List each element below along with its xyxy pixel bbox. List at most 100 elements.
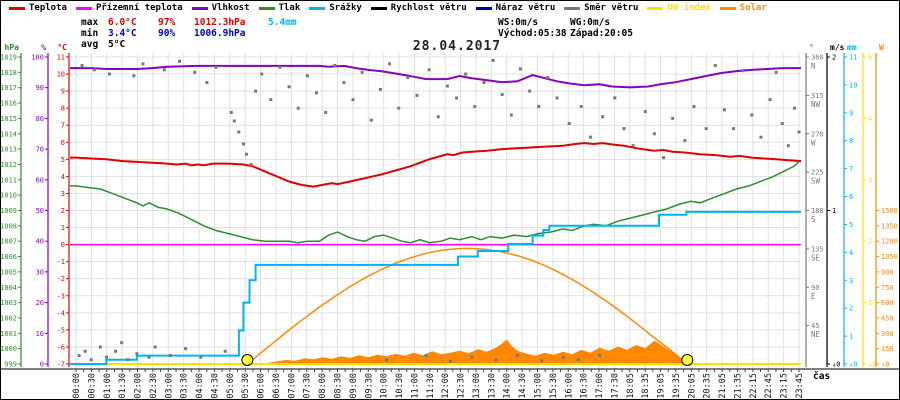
svg-text:450: 450 (881, 314, 894, 322)
svg-text:03:30: 03:30 (180, 373, 190, 399)
svg-text:08:00: 08:00 (318, 373, 328, 399)
svg-text:90: 90 (811, 284, 819, 292)
svg-text:4: 4 (849, 249, 853, 257)
svg-text:W: W (811, 138, 816, 147)
svg-text:11: 11 (849, 54, 857, 62)
svg-text:1001: 1001 (1, 330, 17, 338)
svg-text:150: 150 (881, 345, 894, 353)
wind-gust-value: WG:0m/s (570, 17, 611, 28)
svg-text:1000: 1000 (1, 345, 17, 353)
legend-item: Náraz větru (475, 3, 555, 13)
svg-text:02:30: 02:30 (149, 373, 159, 399)
svg-text:05:00: 05:00 (226, 373, 236, 399)
svg-text:08:30: 08:30 (334, 373, 344, 399)
svg-text:1350: 1350 (881, 222, 898, 230)
svg-text:50: 50 (36, 207, 44, 215)
max-temperature: 6.0°C (108, 17, 137, 28)
svg-text:8: 8 (61, 105, 65, 113)
svg-text:°: ° (809, 43, 814, 52)
avg-label: avg (81, 39, 99, 50)
page-title: 28.04.2017 (412, 39, 502, 54)
svg-text:NE: NE (811, 330, 821, 339)
svg-text:10:30: 10:30 (395, 373, 405, 399)
x-axis-title: čas (813, 371, 830, 382)
legend-swatch-icon (75, 6, 92, 10)
svg-text:1017: 1017 (1, 84, 17, 92)
svg-text:1006: 1006 (1, 253, 17, 261)
max-humidity: 97% (158, 17, 176, 28)
svg-text:06:30: 06:30 (272, 373, 282, 399)
legend-swatch-icon (647, 6, 664, 10)
svg-text:40: 40 (36, 238, 44, 246)
legend-label: Srážky (329, 3, 362, 13)
svg-text:5: 5 (849, 221, 853, 229)
series-tlak (70, 160, 801, 244)
svg-text:1: 1 (868, 299, 872, 307)
svg-text:20: 20 (36, 299, 44, 307)
legend-swatch-icon (564, 6, 581, 10)
legend-label: Vlhkost (211, 3, 250, 13)
stats-avg-row: avg 5°C (81, 39, 297, 50)
svg-text:↓0: ↓0 (868, 361, 876, 369)
legend-item: Tlak (258, 3, 300, 13)
sunset-marker-icon (681, 354, 694, 366)
series-smer (77, 58, 801, 363)
svg-text:1013: 1013 (1, 146, 17, 154)
svg-text:21:05: 21:05 (718, 373, 728, 399)
svg-text:45: 45 (811, 322, 819, 330)
svg-text:14:30: 14:30 (518, 373, 528, 399)
svg-text:1012: 1012 (1, 161, 17, 169)
legend-swatch-icon (719, 6, 736, 10)
svg-text:1008: 1008 (1, 222, 17, 230)
svg-text:10:00: 10:00 (380, 373, 390, 399)
axis-w: W 1500 1350 1200 1050 900 750 600 450 300 150 ↓0 (875, 43, 898, 369)
svg-text:750: 750 (881, 284, 894, 292)
svg-text:7: 7 (61, 122, 65, 130)
min-label: min (81, 28, 99, 39)
svg-text:10: 10 (36, 330, 44, 338)
svg-text:04:30: 04:30 (210, 373, 220, 399)
svg-text:900: 900 (881, 268, 894, 276)
svg-text:3: 3 (849, 277, 853, 285)
svg-text:-6: -6 (57, 343, 65, 351)
legend-label: Přízemní teplota (95, 3, 183, 13)
svg-text:hPa: hPa (5, 43, 20, 52)
svg-text:21:35: 21:35 (733, 373, 743, 399)
svg-text:°C: °C (57, 43, 67, 52)
sunrise-marker-icon (241, 354, 254, 366)
svg-text:1010: 1010 (1, 192, 17, 200)
svg-text:01:30: 01:30 (118, 373, 128, 399)
svg-text:135: 135 (811, 245, 824, 253)
svg-text:17:00: 17:00 (595, 373, 605, 399)
svg-text:04:00: 04:00 (195, 373, 205, 399)
svg-text:-7: -7 (57, 361, 65, 369)
svg-text:10: 10 (849, 81, 857, 89)
svg-text:6: 6 (849, 193, 853, 201)
svg-text:23:15: 23:15 (780, 373, 790, 399)
svg-text:20:35: 20:35 (703, 373, 713, 399)
svg-text:00:30: 00:30 (87, 373, 97, 399)
svg-text:60: 60 (36, 176, 44, 184)
svg-text:180: 180 (811, 207, 824, 215)
svg-text:05:30: 05:30 (241, 373, 251, 399)
svg-text:315: 315 (811, 92, 824, 100)
svg-text:3: 3 (61, 190, 65, 198)
svg-text:11:00: 11:00 (410, 373, 420, 399)
svg-text:14:00: 14:00 (503, 373, 513, 399)
svg-text:1015: 1015 (1, 115, 17, 123)
svg-text:0: 0 (40, 361, 44, 369)
svg-text:18:05: 18:05 (626, 373, 636, 399)
legend-item: Srážky (309, 3, 362, 13)
legend-swatch-icon (309, 6, 326, 10)
legend-swatch-icon (191, 6, 208, 10)
svg-text:30: 30 (36, 268, 44, 276)
svg-text:270: 270 (811, 130, 824, 138)
stats-max-row: max 6.0°C 97% 1012.3hPa 5.4mm (81, 17, 297, 28)
svg-text:NW: NW (811, 100, 821, 109)
svg-text:W: W (879, 43, 884, 52)
svg-text:1003: 1003 (1, 299, 17, 307)
svg-text:S: S (811, 215, 816, 224)
